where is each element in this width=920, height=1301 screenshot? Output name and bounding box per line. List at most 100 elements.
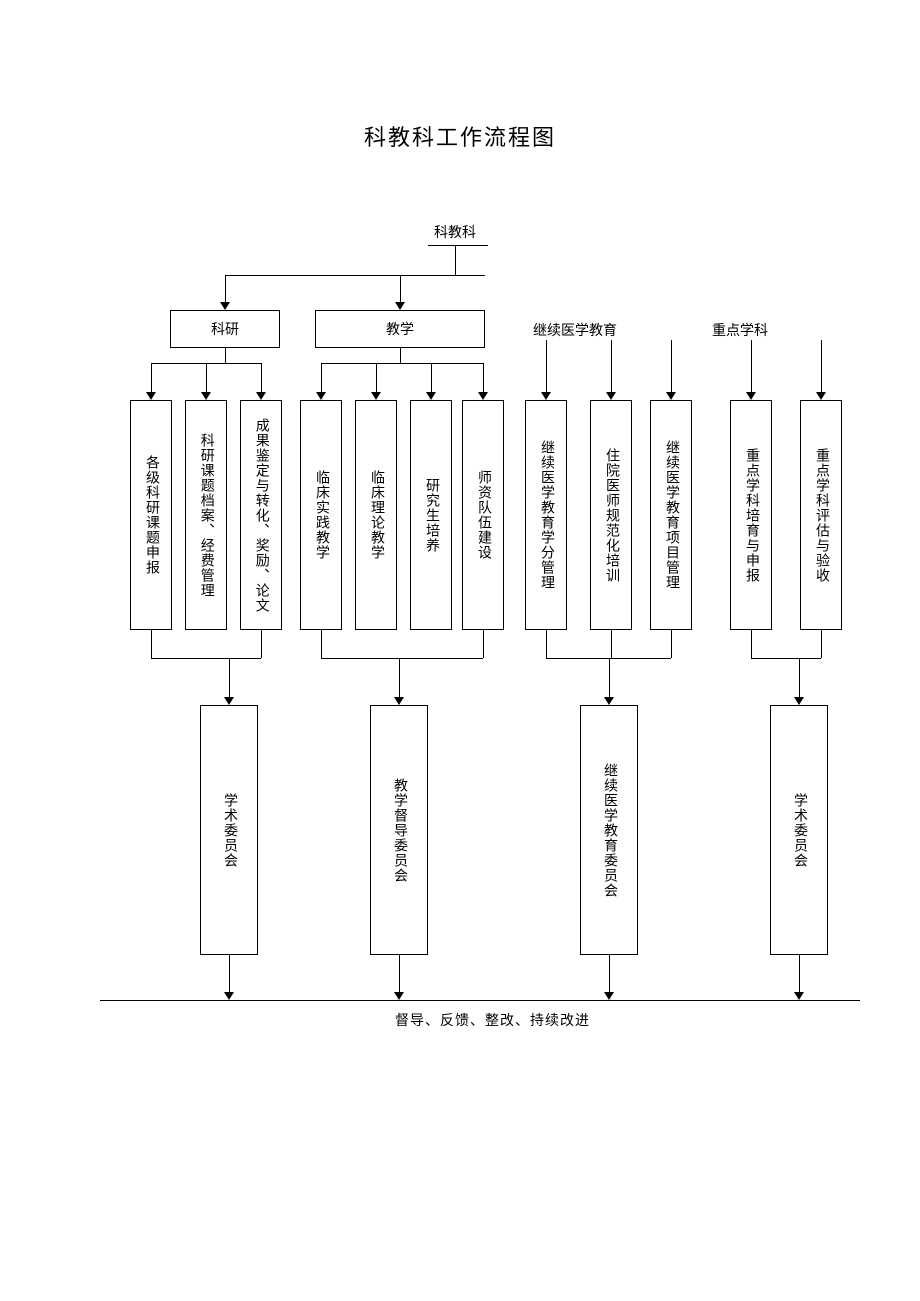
root-node: 科教科 [420,222,490,242]
arrow [224,992,234,1000]
edge [611,340,612,392]
l3-box: 继续医学教育学分管理 [525,400,567,630]
edge [399,658,400,697]
l3-label: 重点学科培育与申报 [741,448,761,583]
l4-label: 教学督导委员会 [389,778,409,883]
l4-label: 学术委员会 [219,793,239,868]
l3-box: 研究生培养 [410,400,452,630]
arrow [794,992,804,1000]
edge [483,363,484,392]
edge [799,955,800,992]
arrow [395,302,405,310]
root-underline [428,245,488,246]
l3-label: 住院医师规范化培训 [601,448,621,583]
l2-key: 重点学科 [700,320,780,340]
edge [100,1000,860,1001]
arrow [604,992,614,1000]
arrow [224,697,234,705]
l2-research: 科研 [170,310,280,348]
l3-label: 成果鉴定与转化、奖励、论文 [253,418,268,613]
arrow [541,392,551,400]
arrow [794,697,804,705]
edge [455,245,456,275]
l4-box: 教学督导委员会 [370,705,428,955]
l3-box: 成果鉴定与转化、奖励、论文 [240,400,282,630]
l3-label: 临床实践教学 [311,470,331,560]
arrow [604,697,614,705]
arrow [746,392,756,400]
edge [671,340,672,392]
arrow [220,302,230,310]
edge [751,658,821,659]
edge [821,630,822,658]
edge [151,630,152,658]
arrow [256,392,266,400]
edge [376,363,377,392]
l3-box: 重点学科培育与申报 [730,400,772,630]
arrow [371,392,381,400]
edge [151,363,152,392]
arrow [816,392,826,400]
l3-box: 临床实践教学 [300,400,342,630]
arrow [394,992,404,1000]
diagram-title: 科教科工作流程图 [0,120,920,152]
edge [400,348,401,363]
edge [546,340,547,392]
arrow [394,697,404,705]
arrow [606,392,616,400]
edge [611,630,612,658]
edge [229,658,230,697]
edge [206,363,207,392]
edge [151,658,261,659]
l2-label: 科研 [211,319,239,339]
l3-label: 重点学科评估与验收 [811,448,831,583]
edge [671,630,672,658]
l3-label: 临床理论教学 [366,470,386,560]
l4-label: 继续医学教育委员会 [599,763,619,898]
edge [321,630,322,658]
l2-teaching: 教学 [315,310,485,348]
edge [321,363,322,392]
edge [321,363,483,364]
l3-label: 师资队伍建设 [473,470,493,560]
l3-box: 各级科研课题申报 [130,400,172,630]
l4-box: 继续医学教育委员会 [580,705,638,955]
edge [546,630,547,658]
arrow [146,392,156,400]
arrow [316,392,326,400]
arrow [201,392,211,400]
edge [751,340,752,392]
edge [399,955,400,992]
edge [400,275,401,302]
l3-label: 继续医学教育项目管理 [661,440,681,590]
l4-box: 学术委员会 [770,705,828,955]
l3-box: 继续医学教育项目管理 [650,400,692,630]
bottom-label: 督导、反馈、整改、持续改进 [395,1010,590,1030]
l3-box: 重点学科评估与验收 [800,400,842,630]
l3-box: 住院医师规范化培训 [590,400,632,630]
l4-label: 学术委员会 [789,793,809,868]
edge [229,955,230,992]
edge [609,955,610,992]
edge [799,658,800,697]
l3-box: 师资队伍建设 [462,400,504,630]
edge [225,348,226,363]
l3-box: 临床理论教学 [355,400,397,630]
edge [483,630,484,658]
l3-box: 科研课题档案、经费管理 [185,400,227,630]
edge [225,275,485,276]
l3-label: 继续医学教育学分管理 [536,440,556,590]
l3-label: 科研课题档案、经费管理 [198,433,213,598]
edge [431,363,432,392]
edge [821,340,822,392]
l2-cme: 继续医学教育 [515,320,635,340]
edge [225,275,226,302]
edge [261,630,262,658]
l2-label: 教学 [386,319,414,339]
arrow [478,392,488,400]
l4-box: 学术委员会 [200,705,258,955]
edge [261,363,262,392]
edge [751,630,752,658]
edge [321,658,483,659]
arrow [426,392,436,400]
